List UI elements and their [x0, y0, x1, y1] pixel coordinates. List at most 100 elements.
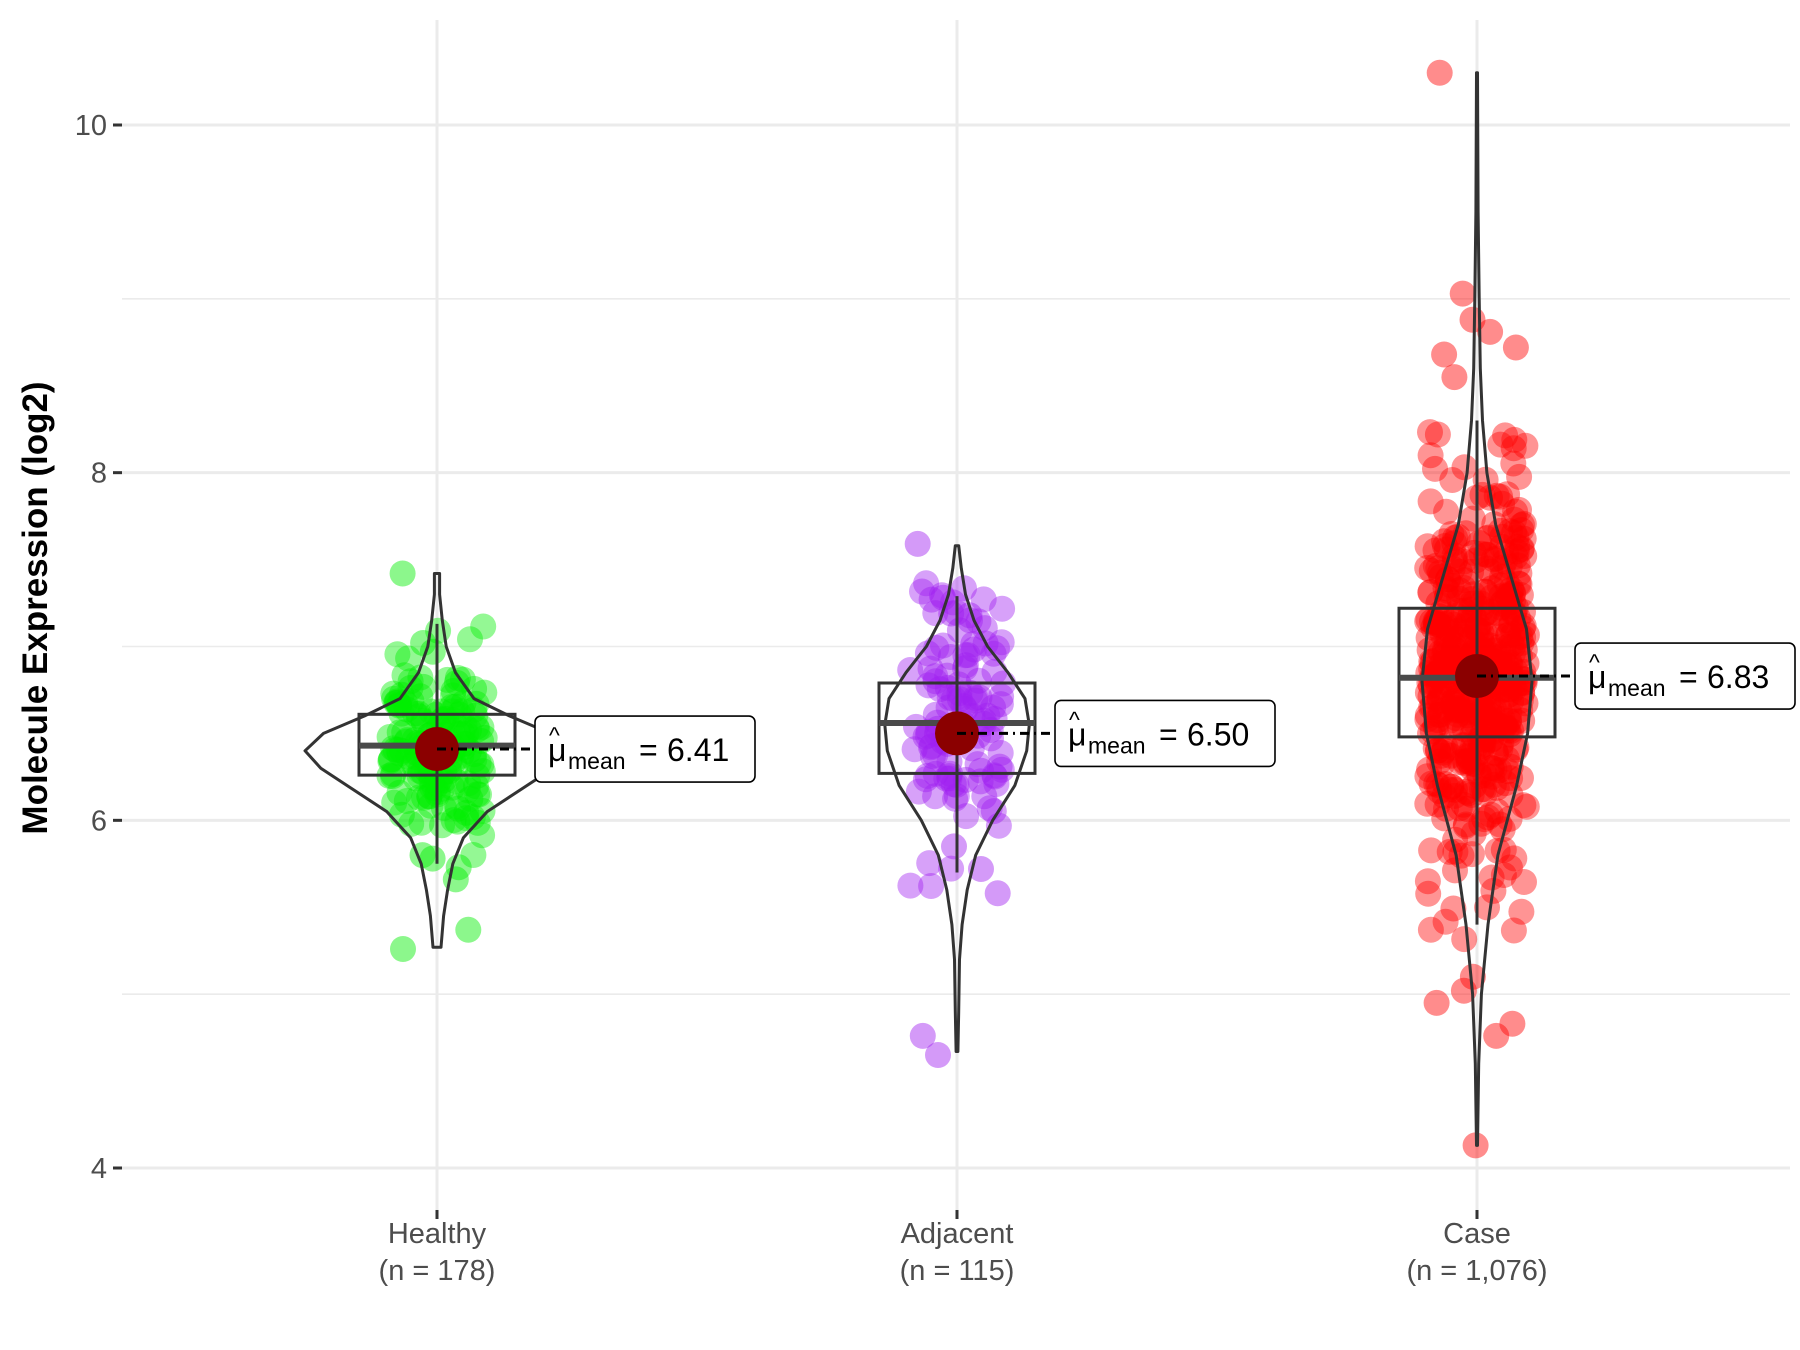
data-point — [1510, 525, 1537, 552]
data-point — [1443, 687, 1470, 714]
data-point — [1491, 548, 1518, 575]
data-point — [984, 880, 1011, 907]
data-point — [1437, 742, 1464, 769]
data-point — [1428, 742, 1454, 769]
data-point — [1420, 647, 1447, 674]
data-point — [450, 690, 477, 716]
data-point — [405, 703, 432, 730]
data-point — [429, 775, 456, 802]
data-point — [468, 751, 495, 778]
y-tick-label: 8 — [91, 458, 107, 490]
data-point — [1474, 700, 1501, 726]
data-point — [925, 1042, 951, 1068]
data-point — [389, 560, 416, 587]
data-point — [1513, 650, 1540, 677]
data-point — [989, 595, 1016, 622]
mean-equals: = — [1679, 659, 1698, 695]
data-point — [1414, 790, 1441, 817]
data-point — [1480, 546, 1507, 573]
data-point — [1444, 691, 1471, 718]
data-point — [952, 652, 979, 679]
data-point — [1440, 734, 1467, 761]
data-point — [1453, 699, 1480, 726]
y-tick-label: 4 — [91, 1153, 107, 1185]
data-point — [407, 664, 434, 691]
data-point — [915, 672, 942, 699]
data-point — [1459, 721, 1486, 748]
data-point — [1446, 577, 1473, 604]
data-point — [1477, 632, 1504, 659]
data-point — [1501, 675, 1528, 702]
data-point — [1451, 567, 1478, 594]
data-point — [1414, 608, 1441, 635]
data-point — [1495, 622, 1521, 649]
data-point — [1451, 454, 1478, 481]
data-point — [453, 805, 480, 832]
data-point — [961, 636, 987, 663]
data-point — [1509, 615, 1536, 641]
data-point — [1474, 894, 1500, 921]
data-point — [433, 706, 460, 733]
data-point — [1414, 555, 1441, 581]
data-point — [981, 762, 1008, 789]
data-point — [386, 779, 413, 806]
data-point — [1508, 898, 1535, 925]
data-point — [897, 872, 924, 899]
data-point — [1455, 747, 1482, 774]
data-point — [1493, 683, 1520, 710]
data-point — [1461, 772, 1488, 799]
data-point — [962, 687, 989, 714]
data-point — [398, 688, 425, 715]
data-point — [1494, 481, 1521, 508]
data-point — [1447, 749, 1474, 776]
data-point — [1509, 512, 1535, 538]
data-point — [1451, 696, 1478, 723]
data-point — [1414, 702, 1441, 729]
x-tick-sublabel: (n = 178) — [379, 1255, 496, 1287]
data-point — [1501, 426, 1528, 453]
data-point — [1440, 688, 1467, 715]
data-point — [1502, 543, 1529, 570]
data-point — [1468, 590, 1495, 617]
data-point — [988, 629, 1015, 656]
data-point — [386, 691, 413, 718]
data-point — [917, 655, 944, 682]
data-point — [1453, 610, 1480, 637]
data-point — [1445, 597, 1472, 624]
data-point — [1488, 590, 1515, 617]
data-point — [1502, 498, 1529, 525]
data-point — [1479, 763, 1506, 790]
data-point — [1496, 708, 1522, 735]
data-point — [1459, 505, 1486, 532]
data-point — [946, 680, 973, 707]
data-point — [1442, 695, 1469, 721]
data-point — [1417, 488, 1444, 515]
data-point — [1500, 435, 1527, 462]
data-point — [1475, 524, 1502, 551]
data-point — [1466, 763, 1493, 790]
data-point — [392, 690, 419, 716]
data-point — [954, 642, 981, 668]
data-point — [1477, 558, 1504, 585]
data-point — [1478, 726, 1505, 753]
data-point — [1477, 715, 1503, 742]
data-point — [1446, 795, 1473, 822]
data-point — [981, 763, 1008, 790]
data-point — [1472, 621, 1499, 648]
data-point — [1491, 713, 1518, 740]
data-point — [1486, 698, 1513, 725]
data-point — [1487, 483, 1514, 510]
data-point — [428, 698, 455, 725]
mean-value: 6.83 — [1707, 659, 1769, 695]
data-point — [1454, 702, 1481, 729]
data-point — [1417, 916, 1444, 943]
data-point — [408, 809, 435, 836]
data-point — [1468, 620, 1495, 647]
data-point — [1459, 963, 1486, 990]
group-case — [1397, 59, 1557, 1159]
data-point — [469, 797, 496, 824]
data-point — [1492, 770, 1519, 797]
data-point — [1492, 422, 1519, 449]
data-point — [1496, 676, 1523, 703]
